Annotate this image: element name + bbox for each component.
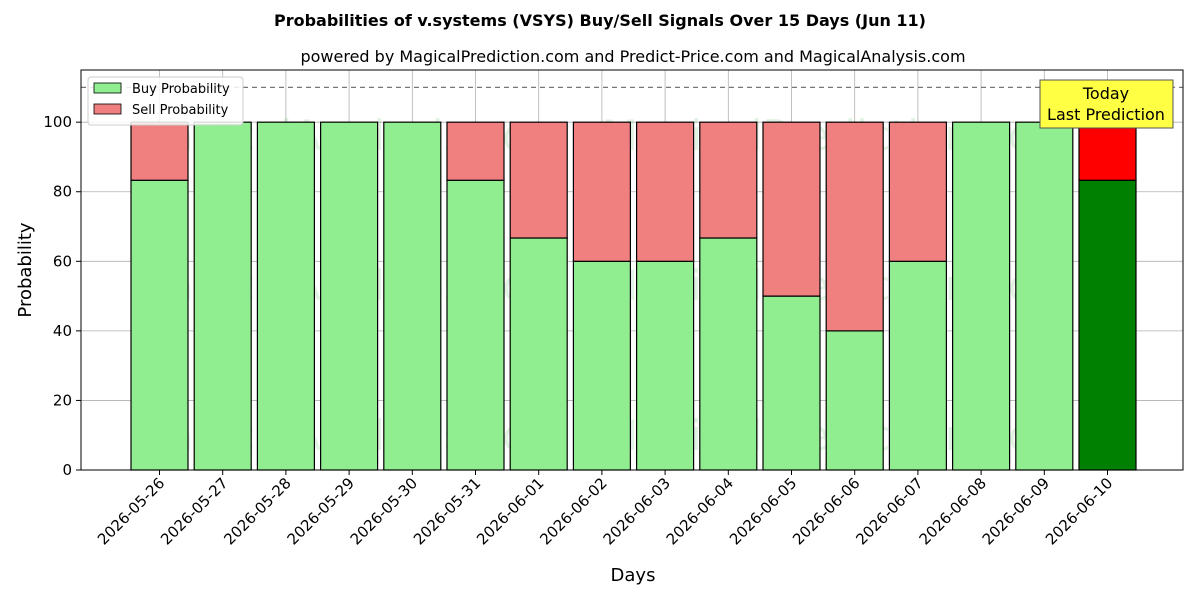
x-tick-label: 2026-06-04 [663,474,737,548]
bar-sell-2026-06-06 [825,121,884,332]
bar-sell-2026-05-26 [130,121,189,181]
bar-buy-2026-06-07 [888,260,948,471]
bar-buy-2026-05-26 [130,179,189,471]
bar-buy-2026-05-31 [446,179,505,471]
x-tick-label: 2026-06-01 [473,474,547,548]
legend-swatch-buy [93,82,122,94]
x-tick-label: 2026-05-26 [94,474,168,548]
chart-subtitle: powered by MagicalPrediction.com and Pre… [300,47,965,66]
bar-buy-2026-06-04 [699,237,758,471]
x-tick-label: 2026-06-10 [1042,474,1116,548]
y-tick-label: 80 [53,183,72,201]
x-axis-label: Days [611,565,656,586]
bar-sell-2026-06-04 [699,121,758,239]
bar-sell-2026-06-03 [635,121,695,262]
bar-buy-2026-06-08 [951,121,1011,471]
plot-frame [80,69,1184,471]
bar-sell-2026-06-05 [762,121,821,297]
legend: Buy Probability Sell Probability [87,76,244,126]
legend-swatch-sell [93,103,122,115]
y-tick-label: 40 [53,322,72,340]
bar-buy-2026-05-27 [193,121,252,471]
x-tick-label: 2026-06-08 [916,474,990,548]
bar-buy-2026-06-09 [1015,121,1074,471]
bar-sell-2026-05-31 [446,121,505,181]
bars [130,121,1137,471]
y-axis-label: Probability [15,222,36,317]
y-tick-label: 20 [53,391,72,409]
bar-buy-2026-05-29 [320,121,379,471]
annotation-line-1: Today [1082,84,1129,103]
x-tick-label: 2026-05-28 [220,474,294,548]
legend-box [87,76,244,126]
x-tick-label: 2026-05-31 [410,474,484,548]
bar-buy-2026-06-03 [635,260,695,471]
x-axis: 2026-05-262026-05-272026-05-282026-05-29… [94,470,1116,548]
x-tick-label: 2026-06-02 [536,474,610,548]
x-tick-label: 2026-05-27 [157,474,231,548]
bar-sell-2026-06-10 [1078,121,1137,181]
legend-label-buy: Buy Probability [132,82,230,97]
y-tick-label: 100 [43,113,72,131]
x-tick-label: 2026-06-07 [852,474,926,548]
x-tick-label: 2026-06-03 [600,474,674,548]
bar-buy-2026-05-28 [256,121,315,471]
today-annotation: Today Last Prediction [1039,79,1174,129]
legend-label-sell: Sell Probability [132,103,229,118]
bar-buy-2026-06-10 [1078,179,1137,471]
y-tick-label: 60 [53,252,72,270]
x-tick-label: 2026-05-29 [284,474,358,548]
y-axis: 0 20 40 60 80 100 [43,113,81,479]
y-tick-label: 0 [62,461,72,479]
annotation-line-2: Last Prediction [1047,105,1165,124]
bar-buy-2026-06-05 [762,295,821,471]
x-tick-label: 2026-06-05 [726,474,800,548]
annotation-box [1039,79,1174,129]
bar-buy-2026-05-30 [383,121,442,471]
x-tick-label: 2026-05-30 [347,474,421,548]
bar-sell-2026-06-01 [509,121,568,239]
x-tick-label: 2026-06-06 [789,474,863,548]
bar-sell-2026-06-07 [888,121,948,262]
chart-title: Probabilities of v.systems (VSYS) Buy/Se… [274,11,926,30]
bar-sell-2026-06-02 [572,121,632,262]
x-tick-label: 2026-06-09 [979,474,1053,548]
bar-buy-2026-06-01 [509,237,568,471]
bar-buy-2026-06-06 [825,330,884,471]
bar-buy-2026-06-02 [572,260,632,471]
